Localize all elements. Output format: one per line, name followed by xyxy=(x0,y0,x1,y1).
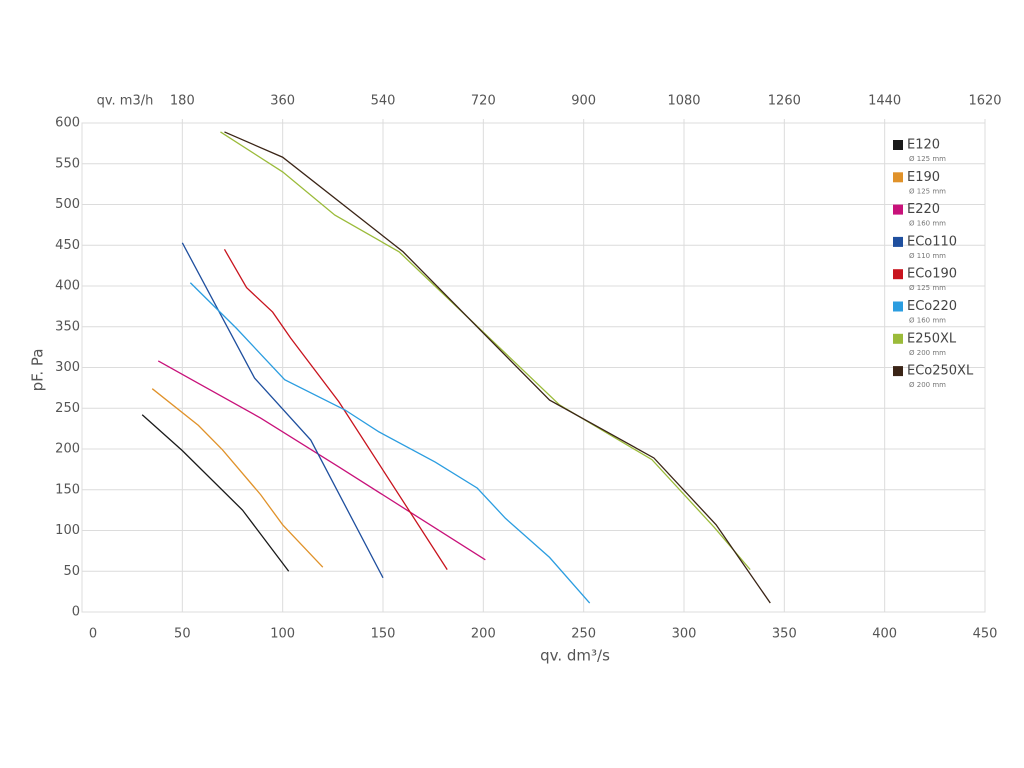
legend-sublabel: Ø 125 mm xyxy=(909,155,946,163)
y-axis-label: pF. Pa xyxy=(29,349,47,392)
x2-tick-label: 1080 xyxy=(667,94,700,109)
series-line xyxy=(224,131,771,604)
legend-label: ECo110 xyxy=(907,234,957,249)
legend-label: ECo220 xyxy=(907,299,957,314)
y-tick-label: 550 xyxy=(55,156,80,171)
legend-swatch xyxy=(893,172,903,183)
y-tick-label: 400 xyxy=(55,279,80,294)
y-tick-label: 150 xyxy=(55,482,80,497)
legend-label: E220 xyxy=(907,202,940,217)
y-tick-label: 50 xyxy=(63,564,80,579)
x2-tick-label: 180 xyxy=(170,94,195,109)
series-line xyxy=(157,360,486,561)
x2-axis-label: qv. m3/h xyxy=(97,94,154,109)
legend-sublabel: Ø 200 mm xyxy=(909,349,946,357)
x-tick-label: 100 xyxy=(270,627,295,642)
y-tick-label: 450 xyxy=(55,238,80,253)
series-line xyxy=(151,388,324,568)
legend-label: E120 xyxy=(907,138,940,153)
legend-swatch xyxy=(893,236,903,247)
legend-swatch xyxy=(893,333,903,344)
legend-swatch xyxy=(893,269,903,280)
y-tick-label: 200 xyxy=(55,442,80,457)
y-tick-label: 300 xyxy=(55,360,80,375)
legend-sublabel: Ø 110 mm xyxy=(909,252,946,260)
y-tick-label: 100 xyxy=(55,523,80,538)
x-tick-label: 450 xyxy=(973,627,998,642)
x2-tick-label: 900 xyxy=(571,94,596,109)
x-tick-label: 0 xyxy=(89,627,97,642)
legend-swatch xyxy=(893,140,903,150)
x2-tick-label: 720 xyxy=(471,94,496,109)
legend-swatch xyxy=(893,204,903,215)
x2-tick-label: 1260 xyxy=(768,94,801,109)
x2-tick-label: 1620 xyxy=(968,94,1001,109)
legend-swatch xyxy=(893,301,903,312)
legend-sublabel: Ø 125 mm xyxy=(909,284,946,292)
x-tick-label: 150 xyxy=(371,627,396,642)
y-tick-label: 0 xyxy=(72,605,80,620)
x-tick-label: 50 xyxy=(174,627,191,642)
legend-sublabel: Ø 160 mm xyxy=(909,220,946,228)
series-line xyxy=(223,249,448,570)
y-tick-label: 350 xyxy=(55,319,80,334)
x-tick-label: 200 xyxy=(471,627,496,642)
legend-sublabel: Ø 125 mm xyxy=(909,187,946,195)
x-tick-label: 250 xyxy=(571,627,596,642)
legend-label: E190 xyxy=(907,170,940,185)
legend-sublabel: Ø 200 mm xyxy=(909,381,946,389)
y-tick-label: 600 xyxy=(55,116,80,131)
x-axis-label: qv. dm³/s xyxy=(540,647,610,665)
x2-tick-label: 1440 xyxy=(868,94,901,109)
x-tick-label: 350 xyxy=(772,627,797,642)
x2-tick-label: 540 xyxy=(371,94,396,109)
legend-swatch xyxy=(893,366,903,377)
x2-tick-label: 360 xyxy=(270,94,295,109)
series-line xyxy=(141,414,290,572)
y-tick-label: 500 xyxy=(55,197,80,212)
legend-label: E250XL xyxy=(907,331,957,346)
x-tick-label: 400 xyxy=(872,627,897,642)
legend-label: ECo250XL xyxy=(907,364,974,379)
y-tick-label: 250 xyxy=(55,401,80,416)
legend-label: ECo190 xyxy=(907,267,957,282)
x-tick-label: 300 xyxy=(672,627,697,642)
legend-sublabel: Ø 160 mm xyxy=(909,317,946,325)
series-line xyxy=(189,282,591,604)
